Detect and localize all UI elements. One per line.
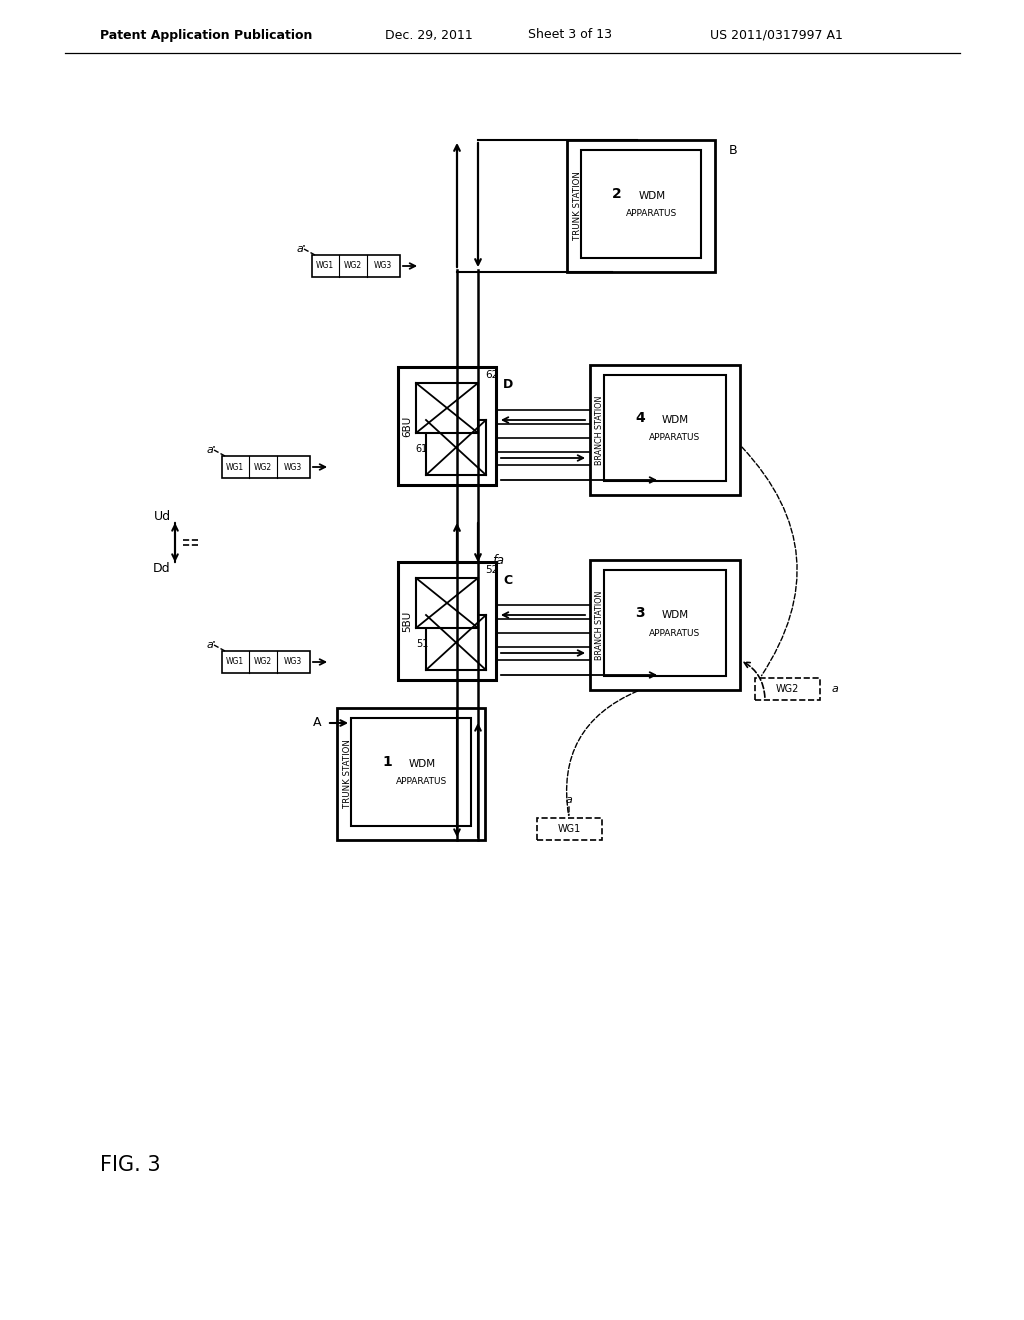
Text: WG3: WG3 bbox=[284, 462, 302, 471]
Text: WDM: WDM bbox=[638, 191, 666, 201]
Text: a: a bbox=[297, 244, 303, 253]
Text: 2: 2 bbox=[612, 187, 622, 201]
Text: WG2: WG2 bbox=[254, 657, 272, 667]
Text: FIG. 3: FIG. 3 bbox=[99, 1155, 161, 1175]
Text: Dec. 29, 2011: Dec. 29, 2011 bbox=[385, 29, 473, 41]
Text: Sheet 3 of 13: Sheet 3 of 13 bbox=[528, 29, 612, 41]
Text: a: a bbox=[207, 640, 213, 649]
FancyBboxPatch shape bbox=[312, 255, 400, 277]
Text: WG2: WG2 bbox=[775, 684, 799, 694]
Text: US 2011/0317997 A1: US 2011/0317997 A1 bbox=[710, 29, 843, 41]
Text: C: C bbox=[504, 573, 513, 586]
FancyBboxPatch shape bbox=[426, 615, 486, 671]
FancyBboxPatch shape bbox=[537, 818, 602, 840]
Text: WG2: WG2 bbox=[254, 462, 272, 471]
Text: a: a bbox=[565, 795, 572, 805]
FancyBboxPatch shape bbox=[222, 651, 310, 673]
Text: TRUNK STATION: TRUNK STATION bbox=[572, 172, 582, 240]
Text: WG3: WG3 bbox=[284, 657, 302, 667]
FancyBboxPatch shape bbox=[426, 420, 486, 475]
Text: WDM: WDM bbox=[662, 414, 688, 425]
FancyBboxPatch shape bbox=[398, 367, 496, 484]
Text: WG1: WG1 bbox=[226, 462, 244, 471]
Text: Ud: Ud bbox=[154, 510, 171, 523]
FancyBboxPatch shape bbox=[398, 562, 496, 680]
Text: 62: 62 bbox=[485, 370, 499, 380]
FancyBboxPatch shape bbox=[337, 708, 485, 840]
FancyBboxPatch shape bbox=[416, 578, 478, 628]
Text: Dd: Dd bbox=[154, 561, 171, 574]
Text: D: D bbox=[503, 379, 513, 392]
Text: 1: 1 bbox=[382, 755, 392, 770]
FancyBboxPatch shape bbox=[604, 570, 726, 676]
Text: 51: 51 bbox=[416, 639, 428, 649]
FancyBboxPatch shape bbox=[351, 718, 471, 826]
FancyBboxPatch shape bbox=[222, 455, 310, 478]
Text: a: a bbox=[831, 684, 839, 694]
FancyBboxPatch shape bbox=[581, 150, 701, 257]
Text: WG1: WG1 bbox=[226, 657, 244, 667]
Text: Patent Application Publication: Patent Application Publication bbox=[100, 29, 312, 41]
Text: 52: 52 bbox=[485, 565, 499, 576]
Text: fa: fa bbox=[492, 553, 504, 566]
Text: BRANCH STATION: BRANCH STATION bbox=[596, 395, 604, 465]
Text: TRUNK STATION: TRUNK STATION bbox=[342, 739, 351, 808]
FancyBboxPatch shape bbox=[590, 560, 740, 690]
Text: A: A bbox=[312, 717, 322, 730]
Text: 5BU: 5BU bbox=[402, 610, 412, 632]
Text: 61: 61 bbox=[416, 444, 428, 454]
Text: B: B bbox=[729, 144, 737, 157]
Text: WG3: WG3 bbox=[374, 261, 392, 271]
Text: a: a bbox=[207, 445, 213, 455]
Text: APPARATUS: APPARATUS bbox=[396, 777, 447, 787]
Text: APPARATUS: APPARATUS bbox=[649, 433, 700, 442]
FancyBboxPatch shape bbox=[567, 140, 715, 272]
Text: APPARATUS: APPARATUS bbox=[627, 210, 678, 219]
Text: WG1: WG1 bbox=[316, 261, 334, 271]
Text: WG2: WG2 bbox=[344, 261, 362, 271]
Text: BRANCH STATION: BRANCH STATION bbox=[596, 590, 604, 660]
FancyBboxPatch shape bbox=[590, 366, 740, 495]
FancyBboxPatch shape bbox=[604, 375, 726, 480]
Text: WG1: WG1 bbox=[557, 824, 581, 834]
FancyBboxPatch shape bbox=[416, 383, 478, 433]
Text: 6BU: 6BU bbox=[402, 416, 412, 437]
Text: WDM: WDM bbox=[409, 759, 435, 770]
Text: APPARATUS: APPARATUS bbox=[649, 628, 700, 638]
Text: WDM: WDM bbox=[662, 610, 688, 620]
Text: 4: 4 bbox=[635, 411, 645, 425]
Text: 3: 3 bbox=[635, 606, 645, 620]
FancyBboxPatch shape bbox=[755, 678, 820, 700]
